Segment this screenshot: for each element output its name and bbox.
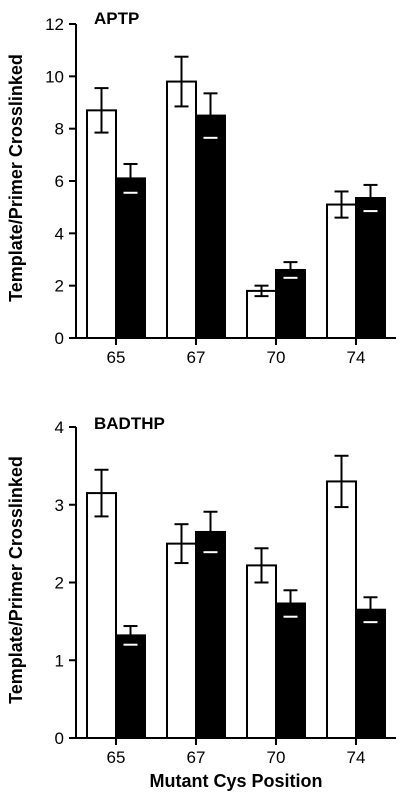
bar-filled [275, 602, 306, 739]
x-axis-title: Mutant Cys Position [149, 771, 322, 791]
y-tick-label: 8 [55, 120, 64, 139]
y-tick-label: 2 [55, 277, 64, 296]
chart-title: BADTHP [94, 414, 165, 433]
x-tick-label: 70 [267, 348, 286, 367]
chart-title: APTP [94, 9, 139, 28]
y-tick-label: 4 [55, 418, 64, 437]
bar-open [246, 289, 277, 339]
y-tick-group: 0 2 4 6 8 10 12 [45, 15, 76, 348]
bar-open [86, 109, 117, 339]
bar-group [86, 480, 386, 740]
bar-open [86, 492, 117, 739]
bar-filled [275, 268, 306, 340]
bar-filled [115, 634, 146, 739]
bar-filled [195, 530, 226, 740]
y-tick-label: 6 [55, 172, 64, 191]
y-tick-label: 3 [55, 496, 64, 515]
bar-filled [115, 177, 146, 339]
bar-filled [355, 197, 386, 339]
y-tick-label: 12 [45, 15, 64, 34]
y-axis-title: Template/Primer Crosslinked [6, 456, 26, 704]
y-axis-title: Template/Primer Crosslinked [6, 54, 26, 302]
y-tick-group: 0 1 2 3 4 [55, 418, 76, 748]
bar-open [326, 480, 357, 739]
bar-filled [355, 608, 386, 740]
x-tick-label: 74 [347, 748, 366, 767]
x-tick-label: 65 [107, 348, 126, 367]
x-tick-label: 70 [267, 748, 286, 767]
y-tick-label: 10 [45, 67, 64, 86]
y-tick-label: 0 [55, 729, 64, 748]
bar-open [166, 542, 197, 739]
x-tick-label: 65 [107, 748, 126, 767]
y-tick-label: 0 [55, 329, 64, 348]
bar-open [326, 203, 357, 339]
error-bar-group [94, 454, 378, 646]
error-bar-group [94, 55, 378, 298]
x-tick-label: 67 [187, 348, 206, 367]
y-tick-label: 4 [55, 224, 64, 243]
x-tick-group: 65 67 70 74 [107, 738, 366, 767]
bar-filled [195, 114, 226, 340]
bar-open [166, 80, 197, 339]
x-tick-label: 74 [347, 348, 366, 367]
chart-panel-aptp: Template/Primer Crosslinked APTP 0 2 4 6 8 10… [6, 9, 396, 367]
bar-group [86, 80, 386, 340]
y-tick-label: 1 [55, 651, 64, 670]
bar-open [246, 564, 277, 740]
x-tick-group: 65 67 70 74 [107, 338, 366, 367]
x-tick-label: 67 [187, 748, 206, 767]
chart-panel-badthp: Template/Primer Crosslinked BADTHP 0 1 2 3 4… [6, 414, 396, 791]
y-tick-label: 2 [55, 574, 64, 593]
